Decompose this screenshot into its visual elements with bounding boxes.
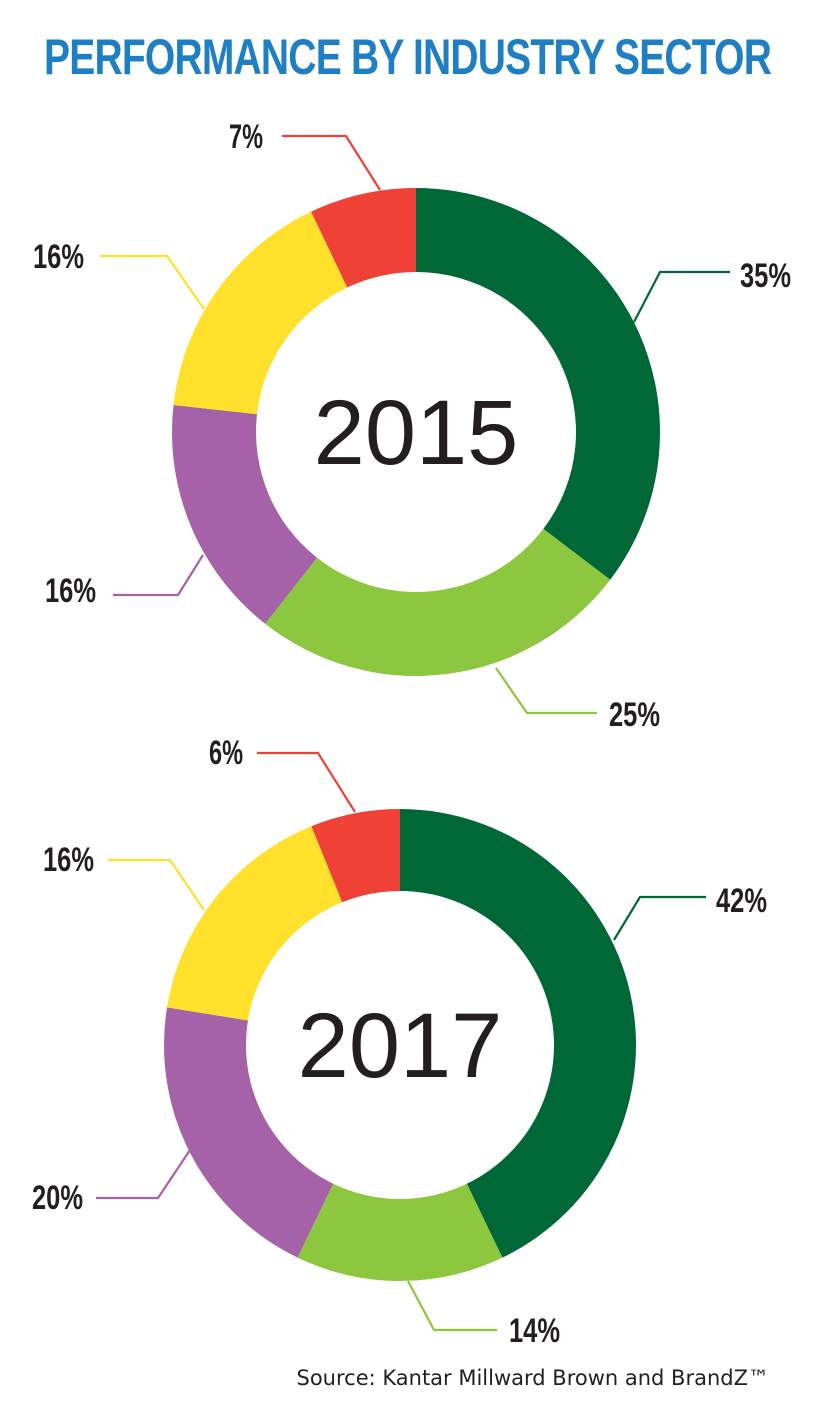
slice-label-2015-2: 25% (609, 696, 660, 734)
chart-title: PERFORMANCE BY INDUSTRY SECTOR (44, 29, 772, 85)
leader-line-2015-4 (100, 254, 205, 310)
leader-line-2017-1 (613, 895, 706, 941)
slice-2015-5 (311, 188, 416, 288)
donut-chart-2017: 42% 14% 20% 16% 6% 2017 (32, 734, 767, 1350)
slice-label-2015-4: 16% (33, 238, 84, 276)
slice-label-2017-4: 16% (43, 841, 94, 879)
leader-line-2015-2 (495, 667, 597, 715)
slice-2017-5 (311, 809, 400, 903)
slice-label-2017-2: 14% (509, 1312, 560, 1350)
slice-2017-3 (164, 1007, 334, 1258)
donut-chart-2015: 35% 25% 16% 16% 7% 2015 (33, 118, 791, 734)
center-year-label: 2015 (314, 382, 519, 484)
leader-line-2017-5 (257, 751, 356, 813)
slice-label-2015-3: 16% (45, 572, 96, 610)
slice-2017-4 (167, 826, 343, 1021)
leader-line-2017-3 (96, 1149, 191, 1200)
leader-line-2015-3 (113, 554, 204, 597)
slice-2015-4 (173, 211, 348, 415)
slice-2015-2 (265, 528, 611, 676)
source-note: Source: Kantar Millward Brown and BrandZ… (296, 1366, 769, 1390)
center-year-label: 2017 (298, 995, 503, 1097)
slice-label-2015-5: 7% (229, 118, 263, 156)
slice-2017-1 (400, 809, 637, 1258)
leader-line-2017-4 (108, 858, 205, 911)
leader-line-2015-1 (633, 270, 730, 323)
leader-line-2015-5 (282, 134, 381, 191)
slice-2015-1 (416, 188, 660, 580)
slice-label-2017-5: 6% (209, 734, 243, 772)
slice-label-2015-1: 35% (740, 257, 791, 295)
leader-line-2017-2 (407, 1280, 497, 1332)
slice-label-2017-3: 20% (32, 1179, 83, 1217)
slice-2017-2 (297, 1183, 503, 1281)
slice-label-2017-1: 42% (716, 882, 767, 920)
slice-2015-3 (172, 404, 318, 624)
